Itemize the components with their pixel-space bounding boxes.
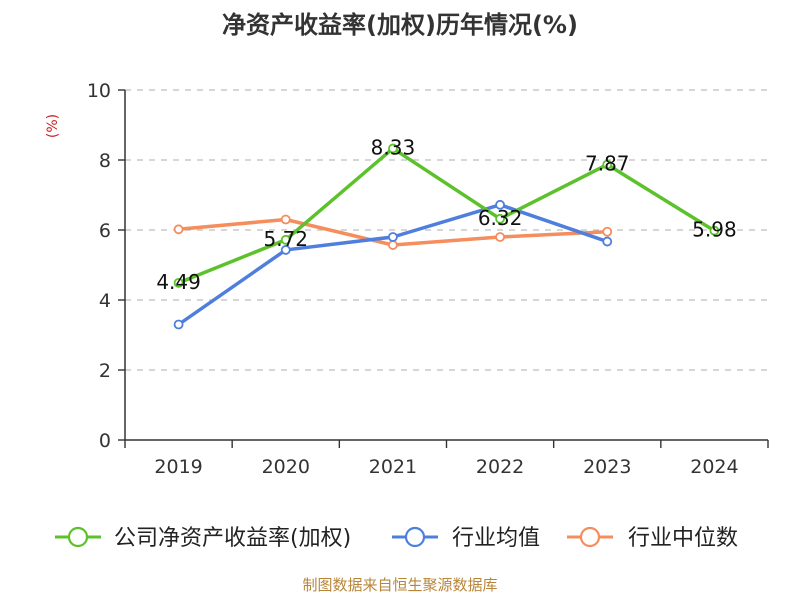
x-tick-label: 2019 xyxy=(154,456,202,478)
x-tick-label: 2022 xyxy=(476,456,524,478)
data-point xyxy=(495,199,505,210)
data-point xyxy=(173,224,184,235)
chart-title: 净资产收益率(加权)历年情况(%) xyxy=(222,11,578,39)
y-tick-label: 2 xyxy=(99,360,111,382)
data-point xyxy=(709,225,720,236)
y-tick-label: 6 xyxy=(99,220,111,242)
x-tick-label: 2020 xyxy=(262,456,310,478)
y-axis-unit: (%) xyxy=(45,114,61,138)
legend-marker xyxy=(404,526,426,548)
data-point xyxy=(173,319,184,330)
data-point xyxy=(388,143,398,154)
data-point xyxy=(388,232,398,242)
data-label: 5.98 xyxy=(692,218,737,242)
data-label: 8.33 xyxy=(371,135,416,159)
legend-label: 行业均值 xyxy=(452,526,540,551)
x-tick-label: 2021 xyxy=(369,456,417,478)
legend-label: 行业中位数 xyxy=(628,526,738,551)
data-point xyxy=(280,234,291,245)
x-tick-label: 2024 xyxy=(690,456,738,478)
data-point xyxy=(495,232,505,242)
data-point xyxy=(173,277,184,288)
data-point xyxy=(388,240,398,250)
data-label: 6.32 xyxy=(478,206,523,230)
data-label: 5.72 xyxy=(263,227,308,251)
y-tick-label: 4 xyxy=(99,290,111,312)
grid-lines xyxy=(125,89,768,371)
legend-marker xyxy=(67,526,89,548)
series-line-0 xyxy=(176,146,717,285)
y-tick-label: 0 xyxy=(99,430,111,452)
legend-label: 公司净资产收益率(加权) xyxy=(114,526,351,551)
legend-marker xyxy=(579,526,601,548)
data-point xyxy=(495,213,505,224)
data-point xyxy=(602,159,613,170)
data-point xyxy=(280,214,291,225)
data-point xyxy=(602,236,613,247)
y-tick-label: 10 xyxy=(87,80,111,102)
x-tick-label: 2023 xyxy=(583,456,631,478)
data-point xyxy=(602,226,613,237)
data-point xyxy=(280,245,291,255)
data-label: 4.49 xyxy=(156,270,201,294)
data-source-note: 制图数据来自恒生聚源数据库 xyxy=(302,576,497,594)
data-label: 7.87 xyxy=(585,152,630,176)
y-tick-label: 8 xyxy=(99,150,111,172)
